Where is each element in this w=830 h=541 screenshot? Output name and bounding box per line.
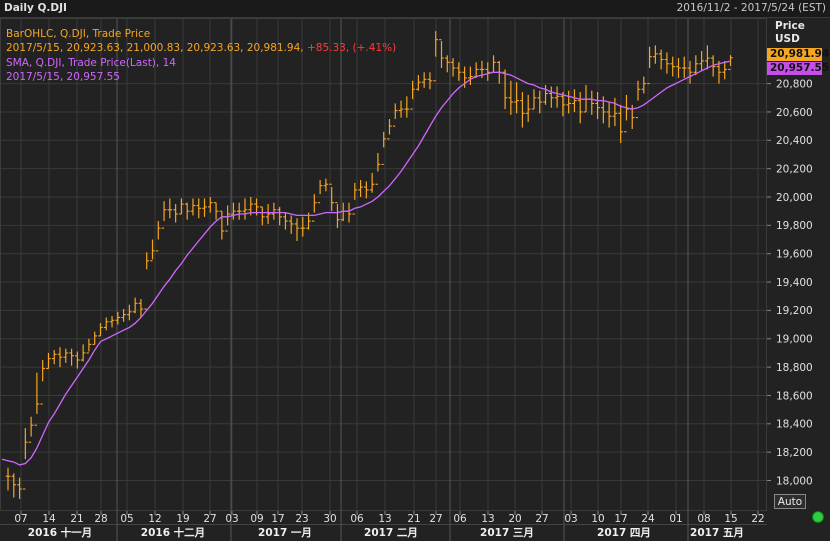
price-axis-label: 18,000	[776, 475, 813, 487]
date-axis-label: 14	[42, 513, 56, 525]
date-axis-label: 03	[225, 513, 238, 525]
date-axis-label: 10	[591, 513, 604, 525]
date-axis-label: 21	[70, 513, 83, 525]
sma-price-badge: 20,957.55	[767, 62, 829, 75]
month-label: 2017 三月	[480, 527, 534, 539]
connection-status-icon	[812, 511, 824, 523]
date-axis-label: 13	[378, 513, 391, 525]
price-axis-label: 18,400	[776, 419, 813, 431]
month-label: 2017 一月	[258, 527, 312, 539]
price-axis-label: 20,400	[776, 135, 813, 147]
date-axis-label: 13	[481, 513, 494, 525]
chart-title: Daily Q.DJI	[4, 2, 67, 14]
date-axis-label: 15	[724, 513, 737, 525]
price-axis-label: 19,400	[776, 277, 813, 289]
date-axis-label: 09	[250, 513, 263, 525]
legend-ohlc-values: 2017/5/15, 20,923.63, 21,000.83, 20,923.…	[6, 42, 307, 55]
price-axis-label: 20,800	[776, 78, 813, 90]
title-bar: Daily Q.DJI 2016/11/2 - 2017/5/24 (EST)	[0, 0, 830, 18]
date-range: 2016/11/2 - 2017/5/24 (EST)	[676, 2, 826, 14]
price-axis-label: 18,800	[776, 362, 813, 374]
date-axis-label: 08	[697, 513, 710, 525]
auto-scale-button[interactable]: Auto	[774, 494, 806, 509]
month-label: 2017 二月	[364, 527, 418, 539]
price-axis-label: 19,800	[776, 220, 813, 232]
plot-area[interactable]	[0, 18, 767, 511]
date-axis-label: 27	[535, 513, 548, 525]
price-axis-currency: USD	[775, 33, 800, 45]
date-axis-label: 27	[203, 513, 216, 525]
price-axis-title: Price	[775, 20, 805, 32]
price-axis-label: 19,600	[776, 249, 813, 261]
date-axis-label: 07	[14, 513, 27, 525]
date-axis-label: 20	[508, 513, 521, 525]
legend-ohlc-label: BarOHLC, Q.DJI, Trade Price	[6, 28, 151, 40]
date-axis-label: 28	[94, 513, 107, 525]
date-axis-label: 27	[429, 513, 442, 525]
sma-line	[1, 60, 731, 466]
last-price-badge: 20,981.94	[767, 48, 829, 61]
date-axis-label: 12	[148, 513, 161, 525]
date-axis-label: 03	[564, 513, 577, 525]
chart-legend: BarOHLC, Q.DJI, Trade Price 2017/5/15, 2…	[6, 27, 396, 85]
date-axis-label: 17	[271, 513, 284, 525]
month-label: 2016 十二月	[141, 526, 205, 539]
date-axis-label: 05	[120, 513, 133, 525]
price-axis-label: 19,000	[776, 334, 813, 346]
date-axis-label: 21	[407, 513, 420, 525]
date-axis-label: 23	[295, 513, 308, 525]
date-axis-label: 06	[453, 513, 467, 525]
legend-ohlc-change: +85.33, (+.41%)	[306, 42, 397, 55]
month-label: 2016 十一月	[28, 526, 92, 539]
price-axis-label: 18,200	[776, 447, 813, 459]
price-axis-label: 19,200	[776, 305, 813, 317]
date-axis-label: 24	[641, 513, 655, 525]
month-label: 2017 五月	[690, 527, 744, 539]
price-axis-label: 18,600	[776, 390, 813, 402]
price-axis-label: 20,600	[776, 107, 813, 119]
price-axis-label: 20,000	[776, 192, 813, 204]
month-axis	[0, 524, 767, 541]
price-axis-label: 20,200	[776, 163, 813, 175]
date-axis-label: 01	[669, 513, 682, 525]
date-axis-label: 19	[176, 513, 189, 525]
date-axis-label: 06	[350, 513, 364, 525]
month-label: 2017 四月	[597, 527, 651, 539]
date-axis-label: 22	[751, 513, 764, 525]
legend-sma-label: SMA, Q.DJI, Trade Price(Last), 14	[6, 56, 176, 69]
date-axis-label: 17	[614, 513, 627, 525]
legend-sma-values: 2017/5/15, 20,957.55	[6, 71, 120, 84]
date-axis-label: 30	[323, 513, 336, 525]
